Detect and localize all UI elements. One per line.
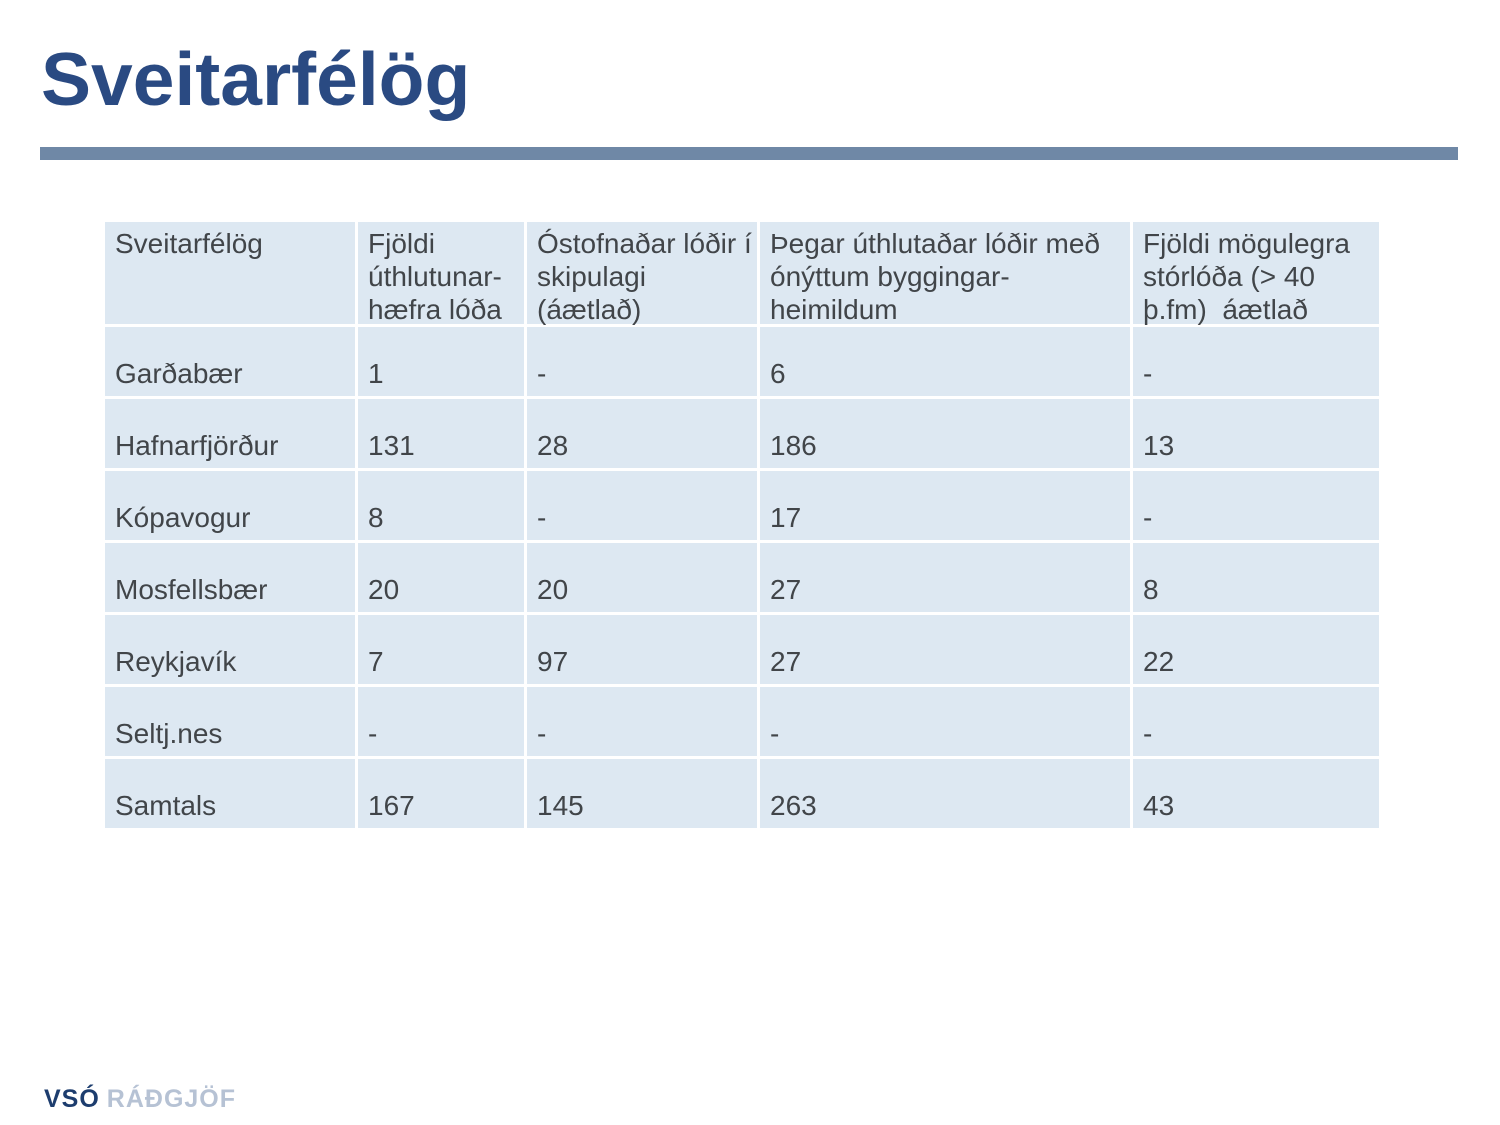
table-header-allocated: Þegar úthlutaðar lóðir með ónýttum byggi…	[760, 222, 1130, 325]
value-cell: 131	[358, 399, 524, 468]
row-label-cell-totals: Samtals	[105, 759, 355, 828]
value-cell: 97	[527, 615, 757, 684]
value-cell: 27	[760, 615, 1130, 684]
value-cell: 145	[527, 759, 757, 828]
value-cell: -	[527, 327, 757, 396]
slide-title: Sveitarfélög	[41, 37, 471, 121]
value-cell: 20	[358, 543, 524, 612]
table-header-municipality: Sveitarfélög	[105, 222, 355, 324]
value-cell: 13	[1133, 399, 1379, 468]
value-cell: 20	[527, 543, 757, 612]
row-label-cell: Mosfellsbær	[105, 543, 355, 612]
table-header-allocatable: Fjöldi úthlutunar- hæfra lóða	[358, 222, 524, 325]
value-cell: 1	[358, 327, 524, 396]
table-header-unestablished: Óstofnaðar lóðir í skipulagi (áætlað)	[527, 222, 757, 325]
municipalities-table: Sveitarfélög Fjöldi úthlutunar- hæfra ló…	[105, 222, 1379, 828]
logo-text-vso: VSÓ	[44, 1085, 100, 1113]
value-cell: 22	[1133, 615, 1379, 684]
value-cell: -	[358, 687, 524, 756]
value-cell: 167	[358, 759, 524, 828]
value-cell: 7	[358, 615, 524, 684]
value-cell: 17	[760, 471, 1130, 540]
value-cell: 27	[760, 543, 1130, 612]
value-cell: -	[1133, 687, 1379, 756]
value-cell: -	[760, 687, 1130, 756]
vso-radgjof-logo: VSÓ RÁÐGJÖF	[44, 1087, 236, 1112]
value-cell: 28	[527, 399, 757, 468]
value-cell: 263	[760, 759, 1130, 828]
value-cell: 186	[760, 399, 1130, 468]
row-label-cell: Kópavogur	[105, 471, 355, 540]
value-cell: 6	[760, 327, 1130, 396]
row-label-cell: Reykjavík	[105, 615, 355, 684]
value-cell: 8	[358, 471, 524, 540]
value-cell: -	[1133, 327, 1379, 396]
table-header-large-plots: Fjöldi mögulegra stórlóða (> 40 þ.fm) áæ…	[1133, 222, 1379, 325]
value-cell: -	[1133, 471, 1379, 540]
row-label-cell: Garðabær	[105, 327, 355, 396]
logo-text-radgjof: RÁÐGJÖF	[106, 1085, 237, 1113]
title-underline-bar	[40, 147, 1458, 160]
value-cell: 43	[1133, 759, 1379, 828]
row-label-cell: Hafnarfjörður	[105, 399, 355, 468]
value-cell: 8	[1133, 543, 1379, 612]
value-cell: -	[527, 471, 757, 540]
value-cell: -	[527, 687, 757, 756]
row-label-cell: Seltj.nes	[105, 687, 355, 756]
